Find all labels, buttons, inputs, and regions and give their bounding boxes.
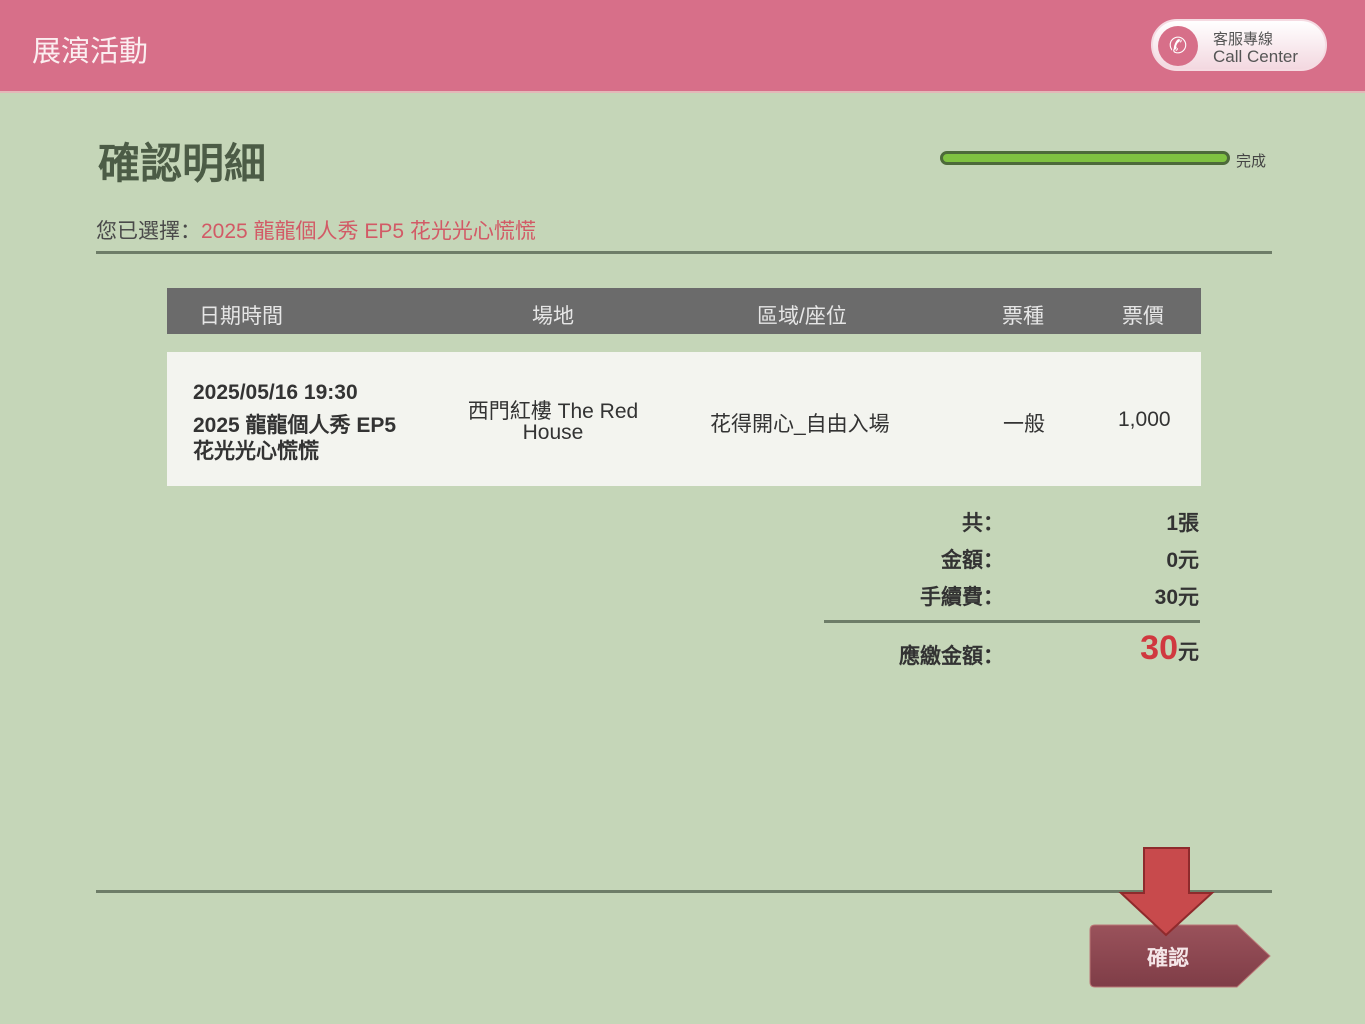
phone-icon: ✆ [1158,26,1198,66]
col-seat: 區域/座位 [757,305,847,328]
table-header: 日期時間 場地 區域/座位 票種 票價 [167,288,1201,334]
fee-label: 手續費： [920,586,1004,609]
progress-bar [940,151,1230,165]
table-row: 2025/05/16 19:30 2025 龍龍個人秀 EP5 花光光心慌慌 西… [167,352,1201,486]
bottom-divider [96,890,1272,893]
header: 展演活動 ✆ 客服專線 Call Center [0,0,1365,93]
cell-seat: 花得開心_自由入場 [710,413,890,436]
call-center-button[interactable]: ✆ 客服專線 Call Center [1151,19,1327,71]
summary-divider [824,620,1200,623]
page-title: 確認明細 [98,140,267,187]
cell-venue-2: House [522,421,584,444]
total-unit: 元 [1178,641,1199,664]
col-price: 票價 [1122,305,1164,328]
count-label: 共： [962,512,1004,535]
fee-value: 30元 [1154,586,1199,609]
confirm-button[interactable]: 確認 [1089,924,1271,988]
cell-type: 一般 [1003,413,1045,436]
call-center-label-en: Call Center [1213,47,1299,66]
arrow-down-icon [1118,847,1215,937]
total-amount: 30 [1140,629,1178,667]
cell-event-2: 花光光心慌慌 [193,440,319,463]
count-value: 1張 [1166,512,1199,535]
cell-price: 1,000 [1118,408,1171,431]
confirm-label: 確認 [1147,947,1189,970]
cell-datetime: 2025/05/16 19:30 [193,381,358,404]
divider [96,251,1272,254]
amount-label: 金額： [941,549,1004,572]
total-value: 30元 [1140,629,1199,668]
progress-label: 完成 [1236,153,1267,170]
call-center-label-zh: 客服專線 [1213,31,1274,48]
col-venue: 場地 [532,305,574,328]
selected-event-name: 2025 龍龍個人秀 EP5 花光光心慌慌 [201,220,536,243]
app-title: 展演活動 [32,36,149,68]
col-datetime: 日期時間 [199,305,283,328]
amount-value: 0元 [1166,549,1199,572]
col-type: 票種 [1002,305,1044,328]
selected-label: 您已選擇： [96,220,201,243]
selected-event: 您已選擇：2025 龍龍個人秀 EP5 花光光心慌慌 [96,215,536,245]
total-label: 應繳金額： [899,645,1004,668]
cell-event: 2025 龍龍個人秀 EP5 [193,414,397,437]
cell-venue: 西門紅樓 The Red [467,400,639,423]
